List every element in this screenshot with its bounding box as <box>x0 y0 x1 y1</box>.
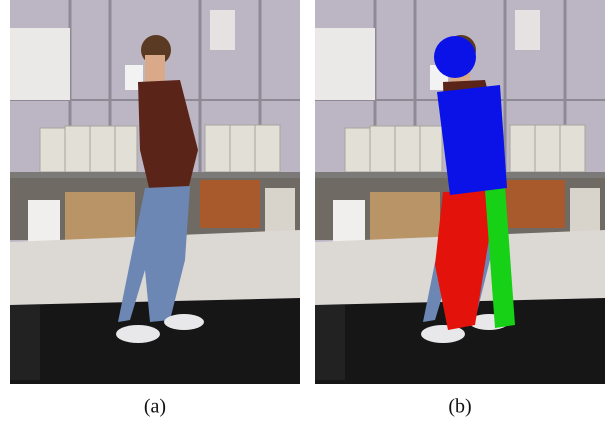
caption: (a) <box>144 396 166 418</box>
photo-a <box>8 0 302 386</box>
leg-left-overlay <box>435 190 497 330</box>
head-overlay <box>434 36 476 78</box>
caption: (b) <box>448 396 471 418</box>
leg-right-overlay <box>485 186 515 328</box>
photo-b <box>313 0 607 386</box>
torso-overlay <box>437 85 507 195</box>
